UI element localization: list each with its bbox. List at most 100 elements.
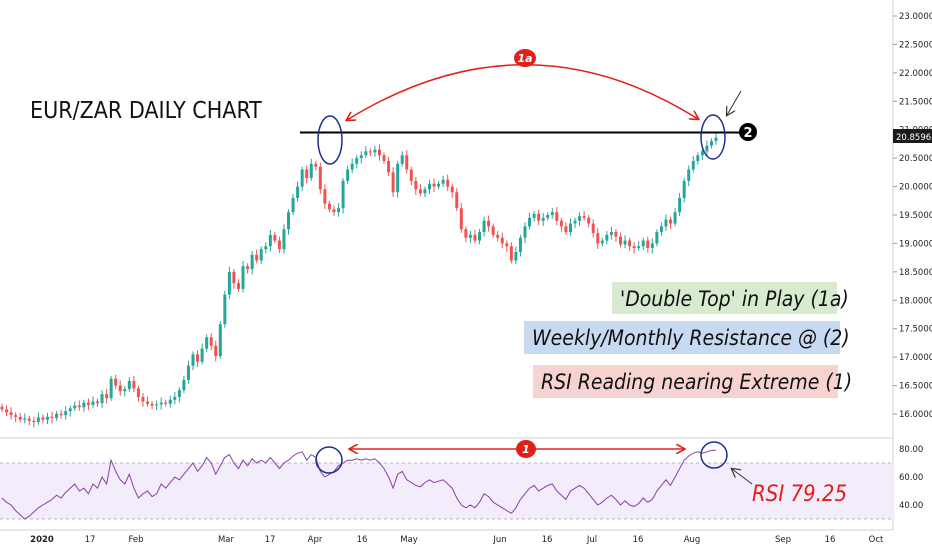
candle-body [459,208,463,230]
candle-body [55,414,59,418]
candle-body [182,379,186,391]
time-axis-label: Jun [492,535,506,545]
candle-body [359,155,363,159]
price-tick-label: 17.00000 [899,353,932,363]
candle-body [473,234,477,241]
price-tick-label: 20.00000 [899,183,932,193]
candle-body [709,141,713,146]
candle-body [177,390,181,397]
time-axis-label: Jul [586,535,597,545]
candle-body [127,381,131,389]
candle-body [96,401,100,404]
candle-body [68,408,72,412]
time-axis-label: Apr [308,535,323,545]
candle-body [691,160,695,170]
candle-body [523,226,527,238]
candle-body [277,240,281,250]
candle-body [687,169,691,181]
rsi-tick-label: 60.00 [899,473,923,483]
candle-body [568,223,572,233]
candle-body [414,180,418,190]
candle-body [446,179,450,187]
candle-body [609,232,613,235]
current-price-tag [893,129,932,143]
candle-body [164,402,168,404]
candle-body [482,220,486,233]
candle-body [50,416,54,418]
candle-body [714,137,718,142]
candle-body [323,189,327,204]
note-double-top: 'Double Top' in Play (1a) [620,287,849,311]
candle-body [673,212,677,224]
candle-body [582,216,586,218]
candle-body [455,192,459,209]
candle-body [214,345,218,357]
candle-body [0,406,4,410]
candle-body [532,213,536,218]
candle-body [205,337,209,349]
candle-body [14,415,18,417]
candle-body [400,155,404,164]
candle-body [86,402,90,405]
candle-body [605,234,609,241]
price-tick-label: 20.50000 [899,154,932,164]
time-axis-label: 16 [825,535,836,545]
candle-body [478,232,482,241]
time-axis-label: Oct [869,535,884,545]
resistance-pointer-arrow [727,90,742,115]
candle-body [500,237,504,244]
candle-body [155,404,159,406]
candle-body [373,149,377,153]
candle-body [291,197,295,213]
candle-body [200,348,204,362]
candle-body [132,381,136,389]
candle-body [650,243,654,248]
rsi-circle-right [700,441,728,469]
marker-1a-badge [514,49,536,67]
candle-body [423,189,427,194]
time-axis-label: May [400,535,418,545]
rsi-circle-left [315,446,343,474]
time-axis-label: Aug [684,535,701,545]
candle-body [123,388,127,392]
candle-body [600,240,604,244]
candle-body [227,271,231,295]
candle-body [9,412,13,416]
candle-body [578,216,582,221]
price-tick-label: 18.50000 [899,268,932,278]
candle-body [596,233,600,244]
candle-body [355,158,359,164]
rsi-tick-label: 80.00 [899,445,923,455]
price-tick-label: 19.00000 [899,239,932,249]
candle-body [637,246,641,248]
price-tick-label: 23.00000 [899,12,932,22]
candle-body [441,179,445,184]
candle-body [646,240,650,248]
candle-body [541,217,545,221]
marker-2-badge [739,123,757,141]
candle-body [514,251,518,261]
double-top-arc [347,64,698,120]
current-price-label: 20.85963 [896,133,932,143]
candle-body [573,220,577,224]
candle-body [209,337,213,346]
candle-body [468,234,472,238]
rsi-band [0,463,893,519]
candle-body [100,394,104,404]
candle-body [168,399,172,404]
candle-body [669,219,673,224]
candle-body [364,151,368,156]
price-tick-label: 16.50000 [899,382,932,392]
candle-body [377,149,381,156]
candle-body [509,246,513,261]
candle-body [537,213,541,221]
candle-body [23,418,27,420]
candle-body [246,266,250,270]
candle-body [655,232,659,244]
candle-body [623,240,627,245]
time-axis-label: 16 [357,535,368,545]
candle-body [45,416,49,420]
candle-body [587,217,591,224]
candle-body [678,197,682,213]
